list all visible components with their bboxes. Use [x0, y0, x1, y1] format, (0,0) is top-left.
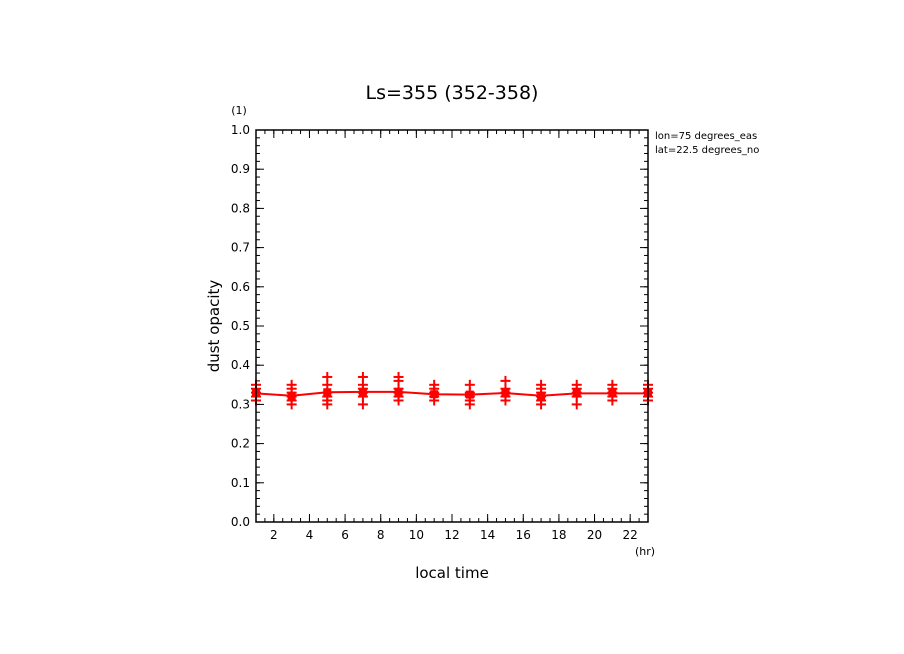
y-tick-label: 0.7	[231, 241, 250, 255]
annotation-lat: lat=22.5 degrees_no	[655, 145, 759, 156]
y-tick-label: 0.8	[231, 201, 250, 215]
y-tick-label: 0.4	[231, 358, 250, 372]
x-tick-label: 18	[551, 528, 566, 542]
x-tick-label: 14	[480, 528, 495, 542]
y-axis-label: dust opacity	[205, 280, 223, 373]
x-tick-label: 20	[587, 528, 602, 542]
y-tick-label: 0.5	[231, 319, 250, 333]
sample-marker	[357, 371, 368, 382]
y-tick-label: 1.0	[231, 123, 250, 137]
annotation-lon: lon=75 degrees_eas	[655, 131, 757, 142]
sample-marker	[607, 379, 618, 390]
plot-frame	[255, 129, 649, 523]
y-tick-label: 0.3	[231, 397, 250, 411]
y-tick-label: 0.6	[231, 280, 250, 294]
sample-marker	[464, 379, 475, 390]
x-axis-label: local time	[415, 564, 489, 582]
x-tick-label: 2	[270, 528, 278, 542]
y-tick-label: 0.9	[231, 162, 250, 176]
sample-marker	[500, 375, 511, 386]
sample-marker	[536, 379, 547, 390]
x-tick-label: 8	[377, 528, 385, 542]
x-tick-label: 10	[409, 528, 424, 542]
y-tick-label: 0.2	[231, 437, 250, 451]
sample-marker	[286, 379, 297, 390]
x-tick-label: 12	[444, 528, 459, 542]
y-tick-label: 0.0	[231, 515, 250, 529]
y-unit-label: (1)	[231, 104, 247, 117]
sample-marker	[429, 379, 440, 390]
x-tick-label: 6	[341, 528, 349, 542]
x-unit-label: (hr)	[635, 545, 655, 558]
x-tick-label: 4	[306, 528, 314, 542]
x-tick-label: 16	[516, 528, 531, 542]
sample-marker	[393, 371, 404, 382]
data-layer	[251, 371, 653, 410]
sample-marker	[322, 371, 333, 382]
sample-marker	[571, 379, 582, 390]
series-line	[255, 390, 648, 397]
chart-title: Ls=355 (352-358)	[366, 82, 539, 104]
axes: 0.0 0.1 0.2 0.3 0.4 0.5 0.6 0.7 0.8 0.9 1.0 2 4 6 8 10 1…	[231, 123, 649, 542]
y-tick-label: 0.1	[231, 476, 250, 490]
x-tick-label: 22	[623, 528, 638, 542]
